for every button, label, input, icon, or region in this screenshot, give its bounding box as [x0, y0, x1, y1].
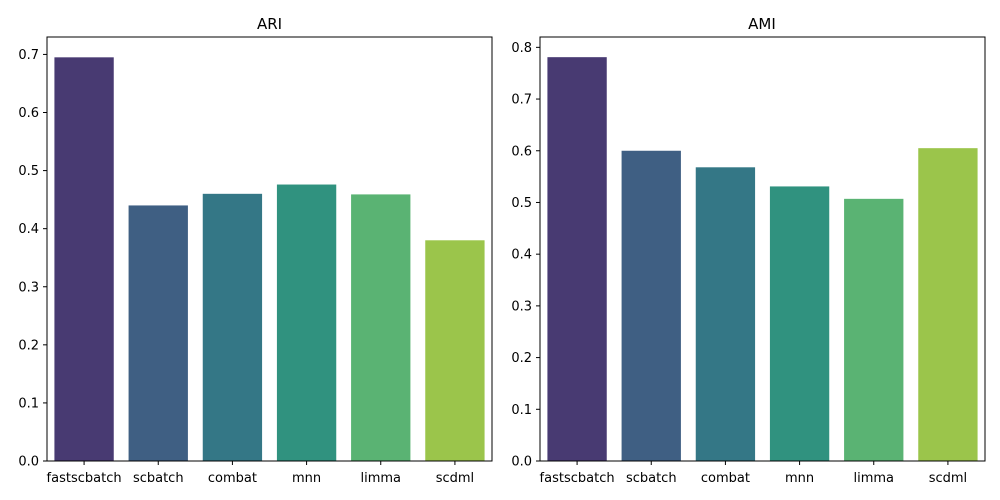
- ami-bar-limma: [844, 198, 904, 461]
- ami-bars: [547, 57, 978, 462]
- ami-x-tick-label: limma: [853, 471, 894, 486]
- ari-x-tick-label: scbatch: [133, 471, 184, 486]
- ami-y-tick-label: 0.2: [511, 351, 532, 366]
- ari-y-tick-label: 0.3: [18, 280, 39, 295]
- ari-chart-title: ARI: [257, 15, 282, 33]
- ari-bar-scbatch: [128, 205, 188, 461]
- ami-y-tick-label: 0.4: [511, 248, 532, 263]
- ari-y-tick-label: 0.1: [18, 396, 39, 411]
- ari-y-tick-label: 0.4: [18, 222, 39, 237]
- ari-y-axis: 0.0 0.1 0.2 0.3 0.4 0.5 0.6 0.7: [18, 48, 47, 470]
- ari-chart: ARI 0.0 0.1 0.2 0.3 0.4 0.5 0.6 0.7 fastscbatch…: [18, 15, 493, 486]
- ari-bar-limma: [351, 194, 411, 461]
- ari-y-tick-label: 0.2: [18, 338, 39, 353]
- ami-y-tick-label: 0.6: [511, 144, 532, 159]
- ami-chart: AMI 0.0 0.1 0.2 0.3 0.4 0.5 0.6 0.7 0.8 fastscba…: [511, 15, 986, 486]
- ami-y-tick-label: 0.7: [511, 93, 532, 108]
- ami-y-tick-label: 0.5: [511, 196, 532, 211]
- ari-y-tick-label: 0.6: [18, 106, 39, 121]
- ari-bar-mnn: [276, 184, 337, 461]
- ari-x-tick-label: combat: [208, 471, 257, 486]
- ari-bar-combat: [202, 193, 263, 461]
- ari-y-tick-label: 0.5: [18, 164, 39, 179]
- ami-y-tick-label: 0.8: [511, 41, 532, 56]
- ami-plot-frame: [539, 36, 986, 462]
- ami-y-axis: 0.0 0.1 0.2 0.3 0.4 0.5 0.6 0.7 0.8: [511, 41, 540, 470]
- ami-y-tick-label: 0.0: [511, 455, 532, 470]
- ami-x-tick-label: fastscbatch: [540, 471, 615, 486]
- ami-bar-fastscbatch: [547, 57, 607, 462]
- ami-bar-mnn: [769, 186, 830, 461]
- ami-x-tick-label: scbatch: [626, 471, 677, 486]
- ari-x-tick-label: mnn: [292, 471, 321, 486]
- ari-bar-fastscbatch: [54, 57, 114, 461]
- ami-x-tick-label: mnn: [785, 471, 814, 486]
- ari-bar-scdml: [425, 240, 485, 461]
- ami-bar-scbatch: [621, 150, 681, 461]
- ari-y-tick-label: 0.0: [18, 455, 39, 470]
- ami-chart-title: AMI: [748, 15, 776, 33]
- ari-x-axis: fastscbatch scbatch combat mnn limma scdml: [47, 461, 474, 486]
- ari-y-tick-label: 0.7: [18, 48, 39, 63]
- ari-x-tick-label: scdml: [436, 471, 474, 486]
- ami-y-tick-label: 0.3: [511, 299, 532, 314]
- ami-y-tick-label: 0.1: [511, 403, 532, 418]
- ari-x-tick-label: limma: [360, 471, 401, 486]
- ami-x-tick-label: combat: [701, 471, 750, 486]
- ami-bar-scdml: [918, 148, 978, 462]
- ari-x-tick-label: fastscbatch: [47, 471, 122, 486]
- ami-x-axis: fastscbatch scbatch combat mnn limma scdml: [540, 461, 967, 486]
- ari-bars: [54, 57, 485, 461]
- ari-plot-frame: [46, 36, 493, 462]
- ami-x-tick-label: scdml: [929, 471, 967, 486]
- ami-bar-combat: [695, 167, 756, 462]
